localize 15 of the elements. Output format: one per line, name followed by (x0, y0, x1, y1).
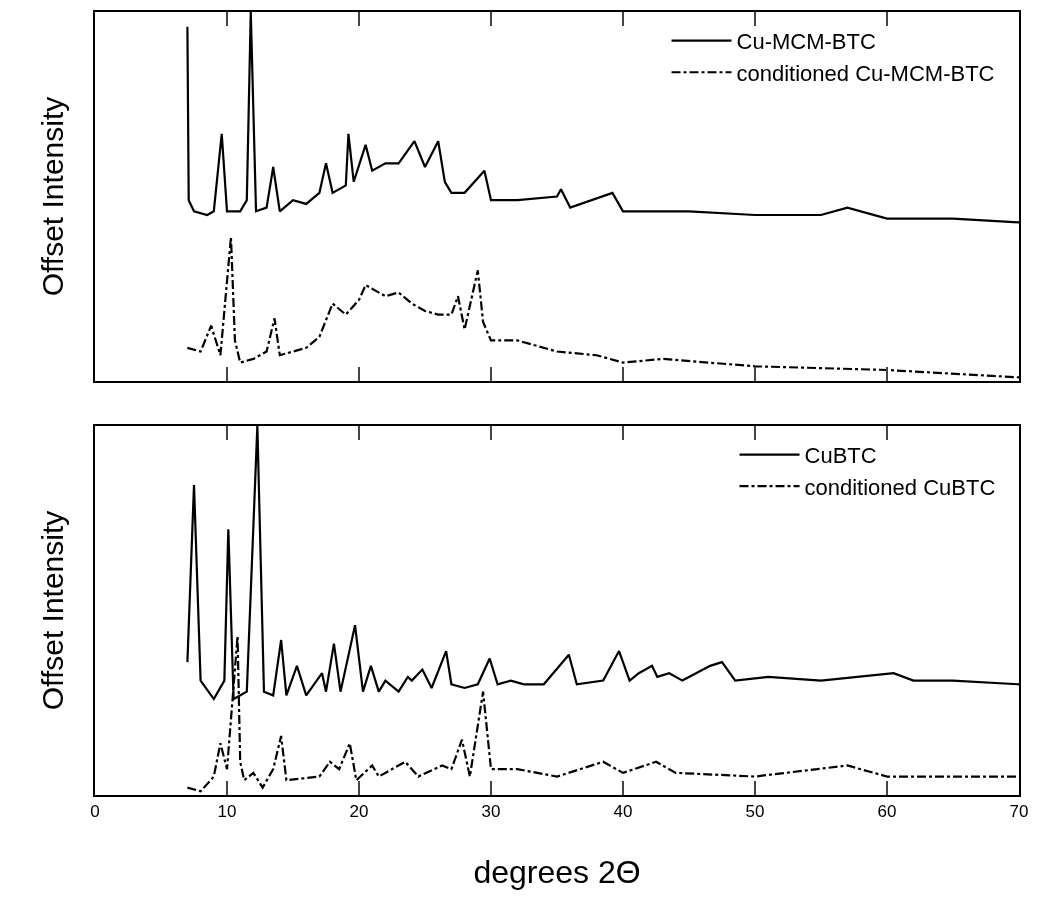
legend-label: Cu-MCM-BTC (736, 29, 876, 55)
x-tick-label: 60 (877, 802, 897, 822)
y-axis-title: Offset Intensity (36, 96, 70, 297)
legend-label: CuBTC (804, 443, 877, 469)
x-axis-title: degrees 2Θ (473, 853, 641, 890)
x-tick-label: 20 (349, 802, 369, 822)
x-tick-label: 50 (745, 802, 765, 822)
x-tick-label: 0 (90, 802, 100, 822)
y-axis-title: Offset Intensity (36, 510, 70, 711)
x-tick-label: 40 (613, 802, 633, 822)
legend-label: conditioned Cu-MCM-BTC (736, 60, 995, 86)
x-tick-label: 30 (481, 802, 501, 822)
x-tick-label: 70 (1009, 802, 1029, 822)
legend-label: conditioned CuBTC (804, 474, 996, 500)
x-tick-label: 10 (217, 802, 237, 822)
